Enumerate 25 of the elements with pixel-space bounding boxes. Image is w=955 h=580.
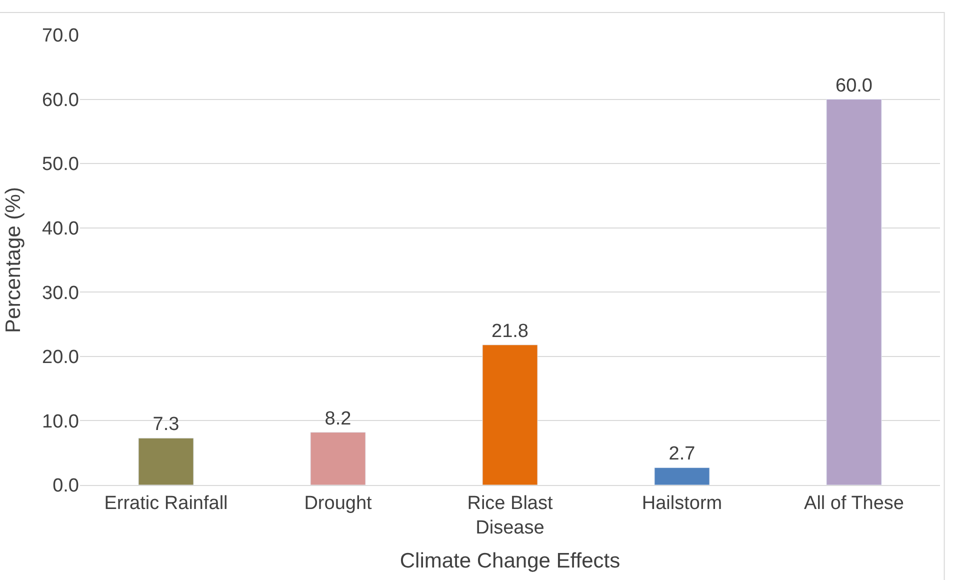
- bar: [826, 99, 882, 485]
- data-label: 21.8: [492, 320, 528, 342]
- y-tick-label: 50.0: [42, 154, 79, 176]
- x-tick-label: Erratic Rainfall: [104, 492, 228, 514]
- data-label: 2.7: [668, 444, 696, 465]
- data-label: 7.3: [152, 414, 180, 436]
- x-tick-label: Drought: [304, 492, 373, 514]
- y-tick-label: 30.0: [42, 282, 79, 304]
- x-tick-label: Hailstorm: [642, 492, 722, 514]
- y-tick-label: 40.0: [42, 218, 79, 240]
- bar: [654, 467, 710, 485]
- x-axis-title: Climate Change Effects: [400, 550, 620, 573]
- data-label: 60.0: [836, 75, 872, 96]
- bar: [310, 432, 366, 485]
- data-label: 8.2: [324, 408, 352, 430]
- y-tick-label: 20.0: [42, 347, 79, 368]
- y-tick-label: 60.0: [42, 90, 79, 111]
- x-tick-label: All of These: [804, 492, 904, 514]
- y-tick-label: 70.0: [42, 26, 79, 47]
- x-tick-label: Rice Blast Disease: [467, 492, 554, 538]
- bar: [138, 438, 194, 485]
- bar: [482, 344, 538, 485]
- y-tick-label: 0.0: [52, 476, 79, 497]
- y-tick-label: 10.0: [42, 411, 79, 432]
- y-axis-title: Percentage (%): [2, 187, 26, 333]
